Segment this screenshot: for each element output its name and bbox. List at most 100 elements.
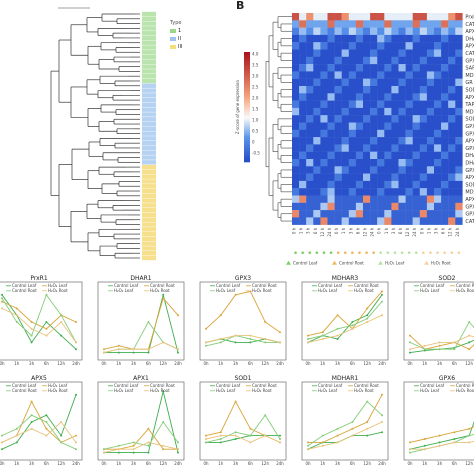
heatmap-cell	[363, 173, 371, 182]
line-chart-legend-label: H₂O₂ Root	[456, 288, 474, 293]
x-tick-label: 12h	[261, 361, 269, 366]
heatmap-cell	[341, 56, 349, 65]
series-point	[366, 314, 369, 317]
heatmap-cell	[334, 86, 342, 94]
tree-leaf-label	[142, 236, 156, 242]
series-point	[307, 444, 309, 447]
heatmap-cell	[348, 188, 357, 196]
series-point	[468, 321, 471, 323]
heatmap-cell	[434, 56, 442, 65]
heatmap-cell	[363, 56, 371, 65]
series-point	[234, 293, 237, 296]
heatmap-cell	[455, 49, 463, 57]
heatmap-cell	[292, 115, 300, 123]
heatmap-cell	[384, 180, 392, 189]
heatmap-cell	[355, 180, 364, 189]
series-point	[409, 351, 411, 354]
x-tick-label: 3h	[335, 461, 341, 466]
line-chart: SOD1 0h 1h 3h 6h 12h 24h Control Leaf Control Ro…	[199, 375, 287, 466]
heatmap-cell	[299, 71, 307, 79]
heatmap-cell	[419, 151, 428, 160]
heatmap-cell	[441, 137, 449, 145]
series-line	[307, 400, 383, 447]
heatmap-cell	[327, 180, 335, 189]
heatmap-cell	[441, 166, 449, 174]
series-line	[104, 391, 179, 454]
line-chart-title: GPX3	[235, 275, 251, 282]
heatmap-cell	[455, 93, 463, 101]
heatmap-cell	[306, 129, 314, 138]
heatmap-cell	[341, 115, 349, 123]
line-chart-legend-label: Control Leaf	[216, 383, 241, 388]
line-chart: MDHAR3 0h 1h 3h 6h 12h 24h Control Leaf Control …	[301, 275, 389, 366]
heatmap-cell	[455, 115, 463, 123]
heatmap-cell	[306, 42, 314, 50]
heatmap-cell	[327, 202, 335, 211]
heatmap-cell	[398, 27, 406, 36]
heatmap-cell	[299, 188, 307, 196]
heatmap-cell	[363, 217, 371, 225]
tree-leaf-label	[142, 50, 156, 55]
heatmap-cell	[292, 144, 300, 152]
heatmap-cell	[448, 64, 456, 72]
heatmap-cell	[455, 180, 463, 189]
heatmap-cell	[398, 13, 406, 21]
heatmap-cell	[313, 122, 321, 130]
series-point	[438, 441, 441, 444]
series-point	[264, 434, 267, 437]
heatmap-cell	[313, 64, 321, 72]
series-point	[423, 348, 426, 351]
heatmap-cell	[313, 56, 321, 65]
line-chart-legend-label: Control Leaf	[216, 283, 241, 288]
series-point	[147, 427, 150, 430]
heatmap-gene-label: MDHAR3	[465, 73, 474, 79]
heatmap-cell	[441, 34, 449, 43]
heatmap-cell	[306, 188, 314, 196]
x-tick-label: 3h	[233, 461, 239, 466]
heatmap-cell	[455, 56, 463, 65]
heatmap-cell	[405, 34, 413, 43]
heatmap-cell	[419, 129, 428, 138]
heatmap-cell	[292, 195, 300, 203]
series-point	[409, 448, 411, 451]
heatmap-cell	[306, 151, 314, 160]
line-chart-legend-label: Control Leaf	[318, 383, 343, 388]
heatmap-cell	[327, 93, 335, 101]
series-point	[132, 348, 135, 351]
heatmap-cell	[448, 217, 456, 225]
heatmap-cell	[292, 34, 300, 43]
heatmap-gene-label: DHAR2	[465, 160, 474, 166]
heatmap-cell	[448, 34, 456, 43]
series-point	[321, 331, 324, 334]
heatmap-cell	[384, 34, 392, 43]
heatmap-gene-label: GPX3	[465, 58, 474, 64]
group-marker	[379, 251, 383, 254]
heatmap-cell	[341, 144, 349, 152]
heatmap-cell	[327, 217, 335, 225]
heatmap-cell	[327, 151, 335, 160]
series-point	[468, 441, 471, 444]
series-point	[307, 448, 309, 451]
series-point	[117, 344, 120, 347]
heatmap-cell	[341, 27, 349, 36]
heatmap-cell	[419, 159, 428, 167]
tree-leaf-labels	[142, 11, 156, 261]
heatmap-time-label: 0 h	[419, 227, 424, 234]
series-point	[279, 438, 281, 440]
tree-leaf-label	[142, 11, 156, 17]
series-point	[307, 338, 309, 340]
heatmap-cell	[341, 13, 349, 21]
heatmap-cell	[292, 49, 300, 57]
heatmap-cell	[412, 27, 420, 36]
heatmap-cell	[306, 100, 314, 109]
series-point	[15, 441, 18, 444]
heatmap-cell	[398, 217, 406, 225]
heatmap-cell	[313, 93, 321, 101]
heatmap-cell	[398, 122, 406, 130]
heatmap-cell	[306, 27, 314, 36]
line-chart-legend-label: H₂O₂ Leaf	[318, 388, 338, 393]
heatmap-cell	[434, 13, 442, 21]
heatmap-time-label: 12 h	[320, 227, 325, 236]
heatmap-cell	[320, 202, 328, 211]
group-marker	[429, 251, 432, 254]
